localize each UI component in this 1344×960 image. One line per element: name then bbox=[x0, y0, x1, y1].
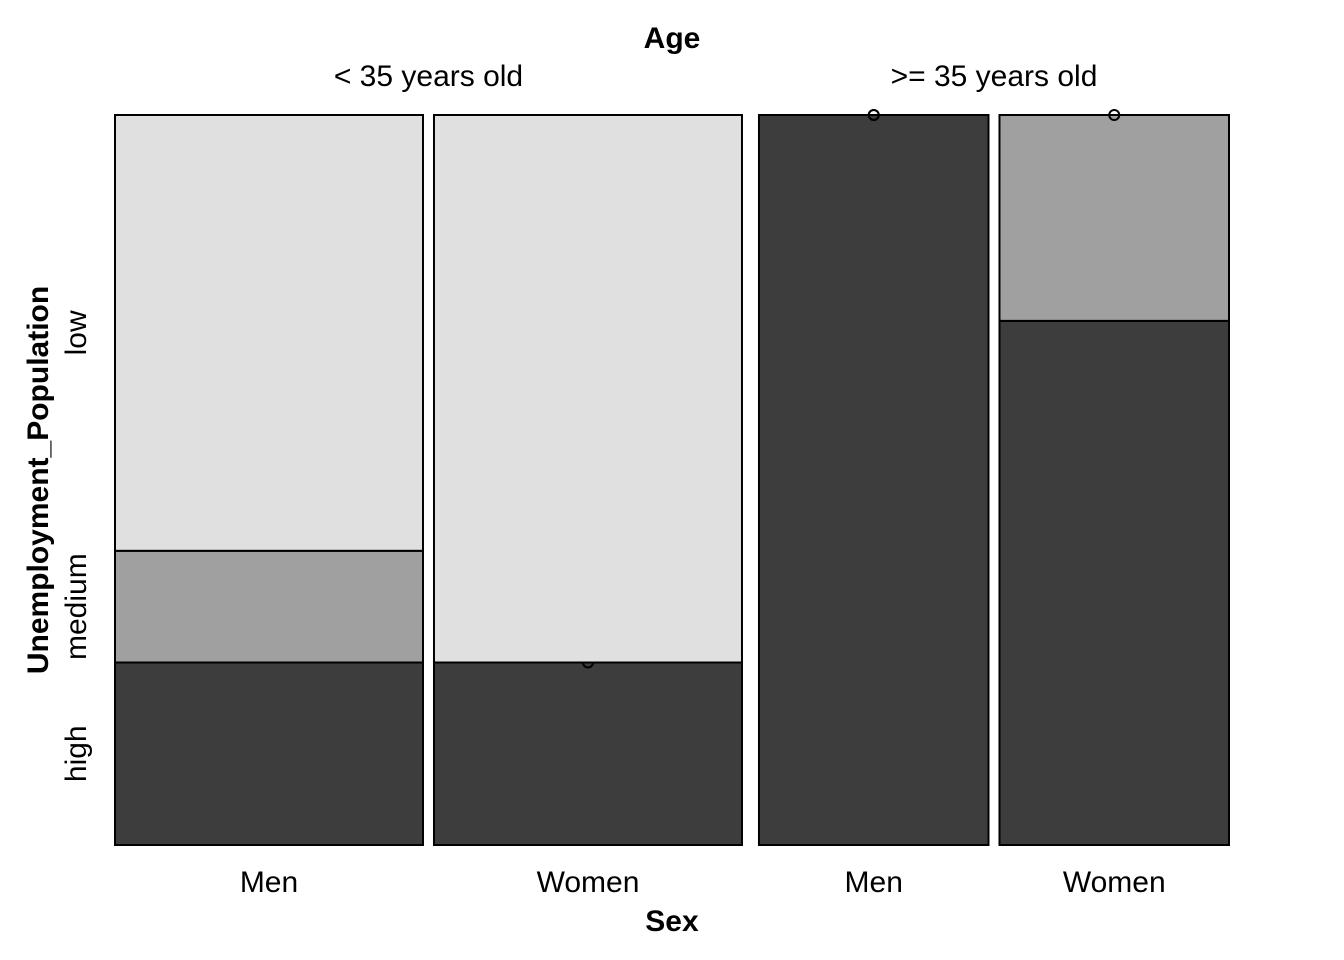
group-label: >= 35 years old bbox=[891, 60, 1098, 93]
group-label: < 35 years old bbox=[334, 60, 523, 93]
mosaic-tile bbox=[432, 114, 743, 664]
mosaic-tile bbox=[998, 319, 1230, 846]
empty-cell-marker bbox=[867, 109, 880, 121]
x-axis-title: Sex bbox=[645, 905, 699, 938]
y-axis-title: Unemployment_Population bbox=[22, 286, 55, 674]
x-tick-label: Women bbox=[537, 866, 640, 899]
mosaic-tile bbox=[998, 114, 1230, 322]
mosaic-tile bbox=[114, 114, 424, 552]
x-tick-label: Women bbox=[1063, 866, 1166, 899]
level-label: medium bbox=[60, 553, 93, 660]
x-tick-label: Men bbox=[845, 866, 903, 899]
x-tick-label: Men bbox=[240, 866, 298, 899]
mosaic-tile bbox=[114, 661, 424, 846]
empty-cell-marker bbox=[1108, 109, 1121, 121]
level-label: high bbox=[60, 725, 93, 782]
mosaic-tile bbox=[757, 114, 990, 846]
mosaic-tile bbox=[114, 549, 424, 664]
level-label: low bbox=[60, 310, 93, 355]
chart-title: Age bbox=[644, 22, 701, 55]
mosaic-tile bbox=[432, 661, 743, 846]
